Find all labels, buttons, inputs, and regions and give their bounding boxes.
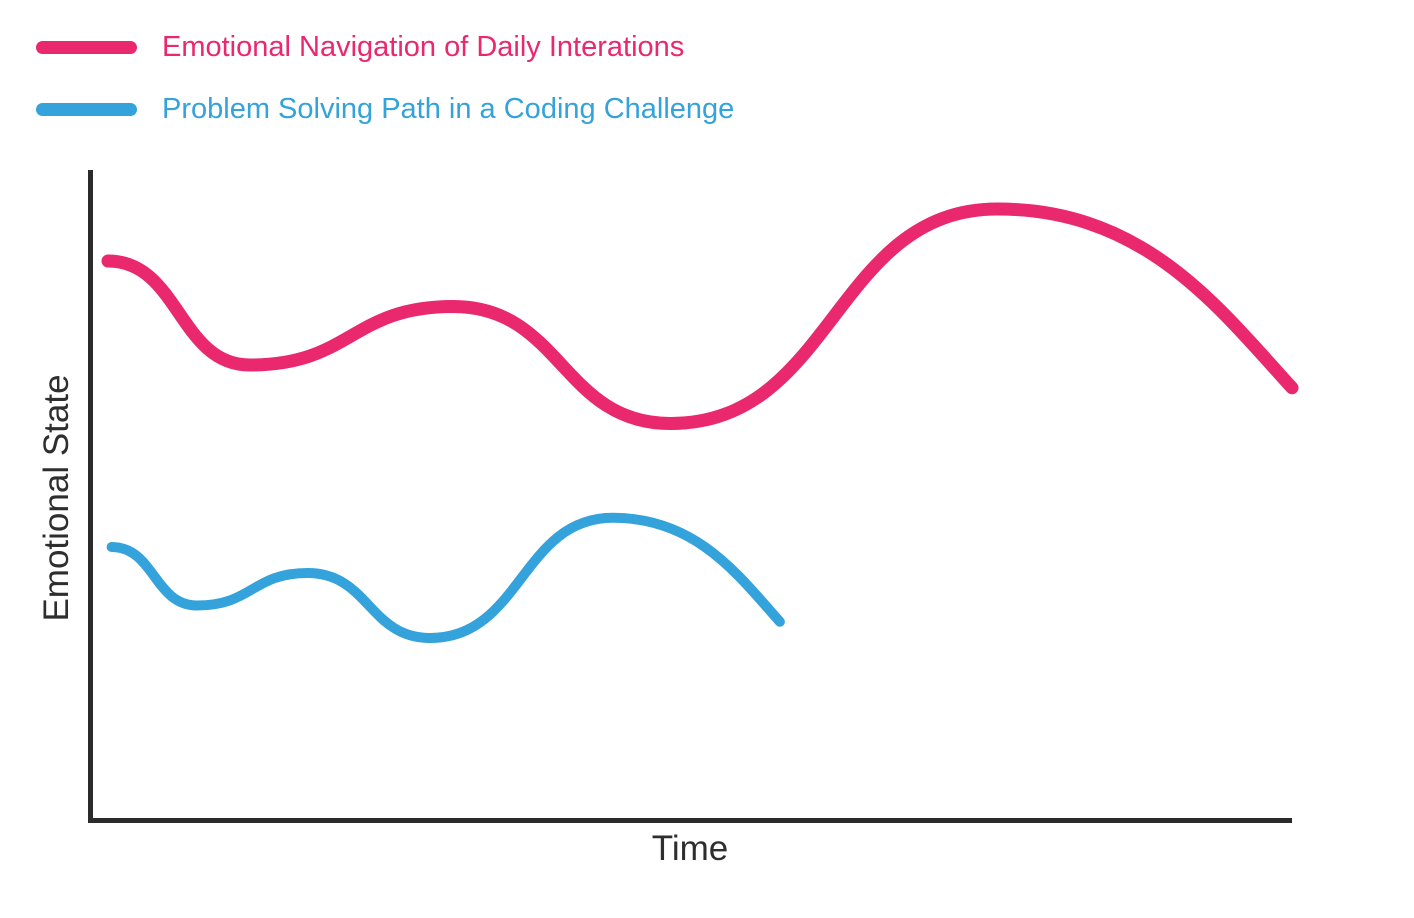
x-axis-line [88,818,1292,823]
x-axis-label: Time [651,829,729,868]
series-line-0 [101,202,1299,431]
series-line-1 [106,512,785,644]
y-axis-line [88,170,93,823]
legend: Emotional Navigation of Daily Interation… [36,30,734,154]
legend-item-coding-challenge: Problem Solving Path in a Coding Challen… [36,92,734,126]
legend-swatch-pink [36,40,137,54]
legend-swatch-blue [36,102,137,116]
legend-label: Problem Solving Path in a Coding Challen… [162,92,735,125]
legend-item-daily-interactions: Emotional Navigation of Daily Interation… [36,30,734,64]
legend-label: Emotional Navigation of Daily Interation… [162,30,685,63]
